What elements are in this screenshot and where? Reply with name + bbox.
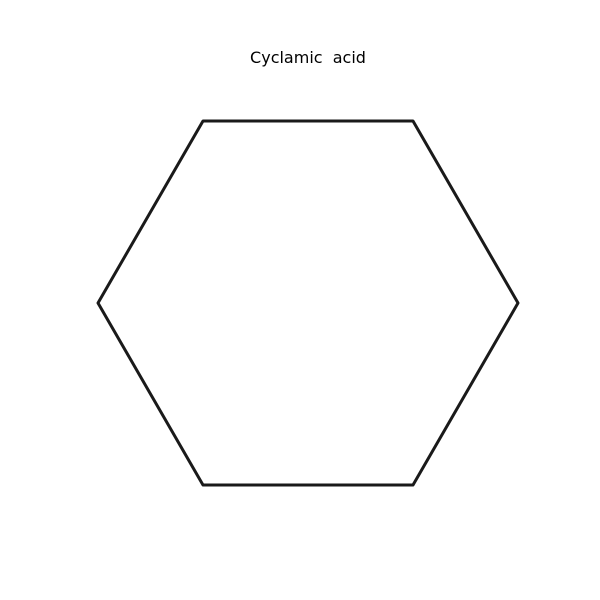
cyclohexane-ring: [96, 119, 520, 487]
molecule-title: Cyclamic acid: [250, 48, 366, 67]
